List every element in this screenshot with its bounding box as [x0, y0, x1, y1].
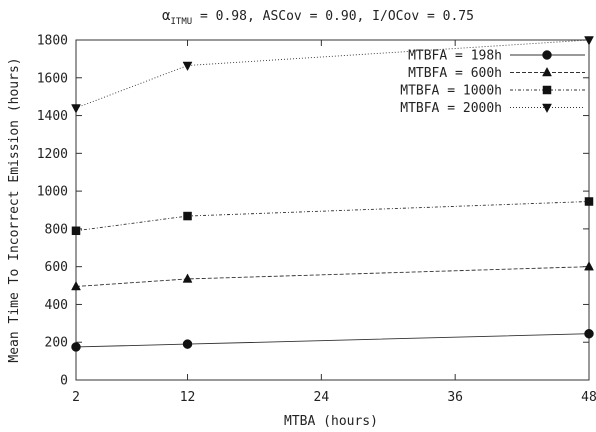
legend-marker	[542, 103, 552, 114]
data-point	[584, 328, 594, 339]
y-tick-label: 600	[45, 260, 68, 275]
x-tick-label: 24	[314, 390, 330, 405]
x-tick-label: 12	[180, 390, 196, 405]
legend-marker	[542, 85, 552, 95]
title-alpha: α	[162, 8, 171, 24]
series-line	[75, 201, 590, 232]
y-tick-label: 800	[45, 222, 68, 237]
legend: MTBFA = 198h MTBFA = 600h MTBFA = 1000h MTB…	[400, 49, 585, 116]
data-point	[183, 211, 192, 221]
chart-title: αITMU = 0.98, ASCov = 0.90, I/OCov = 0.7…	[162, 8, 474, 27]
legend-entry: MTBFA = 198h	[408, 49, 585, 64]
y-tick-label: 1000	[37, 185, 68, 200]
data-point	[182, 273, 193, 283]
legend-marker	[542, 66, 552, 77]
y-tick-label: 1200	[37, 147, 68, 162]
data-point	[584, 261, 594, 271]
legend-label: MTBFA = 600h	[408, 66, 502, 81]
series-line	[75, 266, 590, 287]
series-3	[71, 197, 594, 236]
x-tick-label: 2	[72, 390, 80, 405]
title-subscript: ITMU	[170, 17, 192, 27]
y-tick-label: 1600	[37, 71, 68, 86]
series-line	[75, 39, 590, 109]
legend-label: MTBFA = 1000h	[400, 84, 502, 99]
data-point	[71, 280, 81, 291]
data-point	[71, 342, 81, 352]
x-tick-label: 48	[581, 390, 596, 405]
plot-frame	[75, 39, 590, 381]
legend-label: MTBFA = 2000h	[400, 101, 502, 116]
data-point	[71, 104, 81, 114]
series-1	[71, 328, 594, 352]
series-layer	[71, 36, 594, 352]
axes: 2 12 24 36 48 0 200 400 600 800 1000 1200 1400 1600 18…	[37, 34, 596, 406]
data-point	[71, 226, 81, 236]
y-tick-label: 0	[60, 374, 68, 389]
data-point	[182, 339, 193, 349]
data-point	[584, 197, 594, 206]
legend-entry: MTBFA = 1000h	[400, 84, 585, 99]
series-4	[71, 36, 594, 114]
y-tick-label: 1800	[37, 34, 68, 49]
data-point	[584, 36, 594, 46]
series-2	[71, 261, 594, 291]
data-point	[182, 61, 193, 72]
y-tick-label: 200	[45, 336, 68, 351]
x-tick-label: 36	[447, 390, 463, 405]
y-tick-label: 1400	[37, 109, 68, 124]
title-rest: = 0.98, ASCov = 0.90, I/OCov = 0.75	[192, 9, 474, 24]
y-tick-label: 400	[45, 298, 68, 313]
series-line	[75, 333, 590, 348]
legend-entry: MTBFA = 2000h	[400, 101, 585, 116]
x-axis-label: MTBA (hours)	[284, 414, 378, 428]
legend-entry: MTBFA = 600h	[408, 66, 585, 81]
y-axis-label: Mean Time To Incorrect Emission (hours)	[7, 57, 22, 362]
legend-label: MTBFA = 198h	[408, 49, 502, 64]
legend-marker	[542, 50, 552, 60]
